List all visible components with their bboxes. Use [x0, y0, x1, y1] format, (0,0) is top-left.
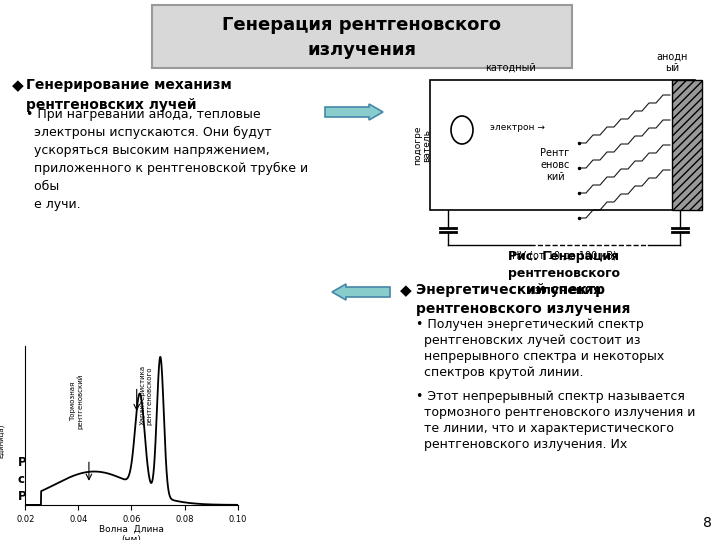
Text: • При нагревании анода, тепловые: • При нагревании анода, тепловые — [26, 108, 261, 121]
Text: Интенсивность (Arbi.
Единица): Интенсивность (Arbi. Единица) — [0, 402, 4, 480]
Text: приложенного к рентгеновской трубке и: приложенного к рентгеновской трубке и — [26, 162, 308, 175]
Text: рентгеновских лучей состоит из: рентгеновских лучей состоит из — [416, 334, 641, 347]
Text: тормозного рентгеновского излучения и: тормозного рентгеновского излучения и — [416, 406, 696, 419]
Text: катодный: катодный — [485, 63, 536, 73]
Text: Характеристика
рентгеновского: Характеристика рентгеновского — [140, 366, 153, 426]
Text: е лучи.: е лучи. — [26, 198, 81, 211]
Text: электроны испускаются. Они будут: электроны испускаются. Они будут — [26, 126, 271, 139]
FancyArrow shape — [332, 284, 390, 300]
Ellipse shape — [451, 116, 473, 144]
Bar — [672, 80, 702, 210]
Text: спектров крутой линии.: спектров крутой линии. — [416, 366, 583, 379]
Text: HV (от 10 до 100 кВ): HV (от 10 до 100 кВ) — [512, 250, 616, 260]
Text: электрон →: электрон → — [490, 123, 545, 132]
Text: • Этот непрерывный спектр называется: • Этот непрерывный спектр называется — [416, 390, 685, 403]
Text: непрерывного спектра и некоторых: непрерывного спектра и некоторых — [416, 350, 665, 363]
Text: Рентг
еновс
кий: Рентг еновс кий — [540, 148, 570, 181]
Text: анодн
ый: анодн ый — [657, 51, 688, 73]
Text: подогре
ватель: подогре ватель — [413, 125, 431, 165]
Bar — [430, 80, 695, 210]
FancyBboxPatch shape — [152, 5, 572, 68]
Text: 8: 8 — [703, 516, 712, 530]
FancyArrow shape — [325, 104, 383, 120]
X-axis label: Волна  Длина
(нм): Волна Длина (нм) — [99, 525, 164, 540]
Text: те линии, что и характеристического: те линии, что и характеристического — [416, 422, 674, 435]
Text: Генерирование механизм
рентгеновских лучей: Генерирование механизм рентгеновских луч… — [26, 78, 232, 111]
Text: • Получен энергетический спектр: • Получен энергетический спектр — [416, 318, 644, 331]
Text: излучения: излучения — [307, 41, 416, 59]
Text: Рис. Генерация
рентгеновского
излучения: Рис. Генерация рентгеновского излучения — [508, 250, 620, 297]
Text: Рис. Энергетический
спектр
Рентгеновский из Мо: Рис. Энергетический спектр Рентгеновский… — [18, 456, 162, 503]
Text: рентгеновского излучения. Их: рентгеновского излучения. Их — [416, 438, 627, 451]
Bar — [672, 80, 702, 210]
Text: обы: обы — [26, 180, 59, 193]
Text: ускоряться высоким напряжением,: ускоряться высоким напряжением, — [26, 144, 270, 157]
Text: Генерация рентгеновского: Генерация рентгеновского — [222, 16, 502, 34]
Text: ◆: ◆ — [12, 78, 24, 93]
Text: Энергетический спектр
рентгеновского излучения: Энергетический спектр рентгеновского изл… — [416, 283, 631, 316]
Text: ◆: ◆ — [400, 283, 412, 298]
Text: Тормозная
рентгеновский: Тормозная рентгеновский — [70, 374, 84, 429]
